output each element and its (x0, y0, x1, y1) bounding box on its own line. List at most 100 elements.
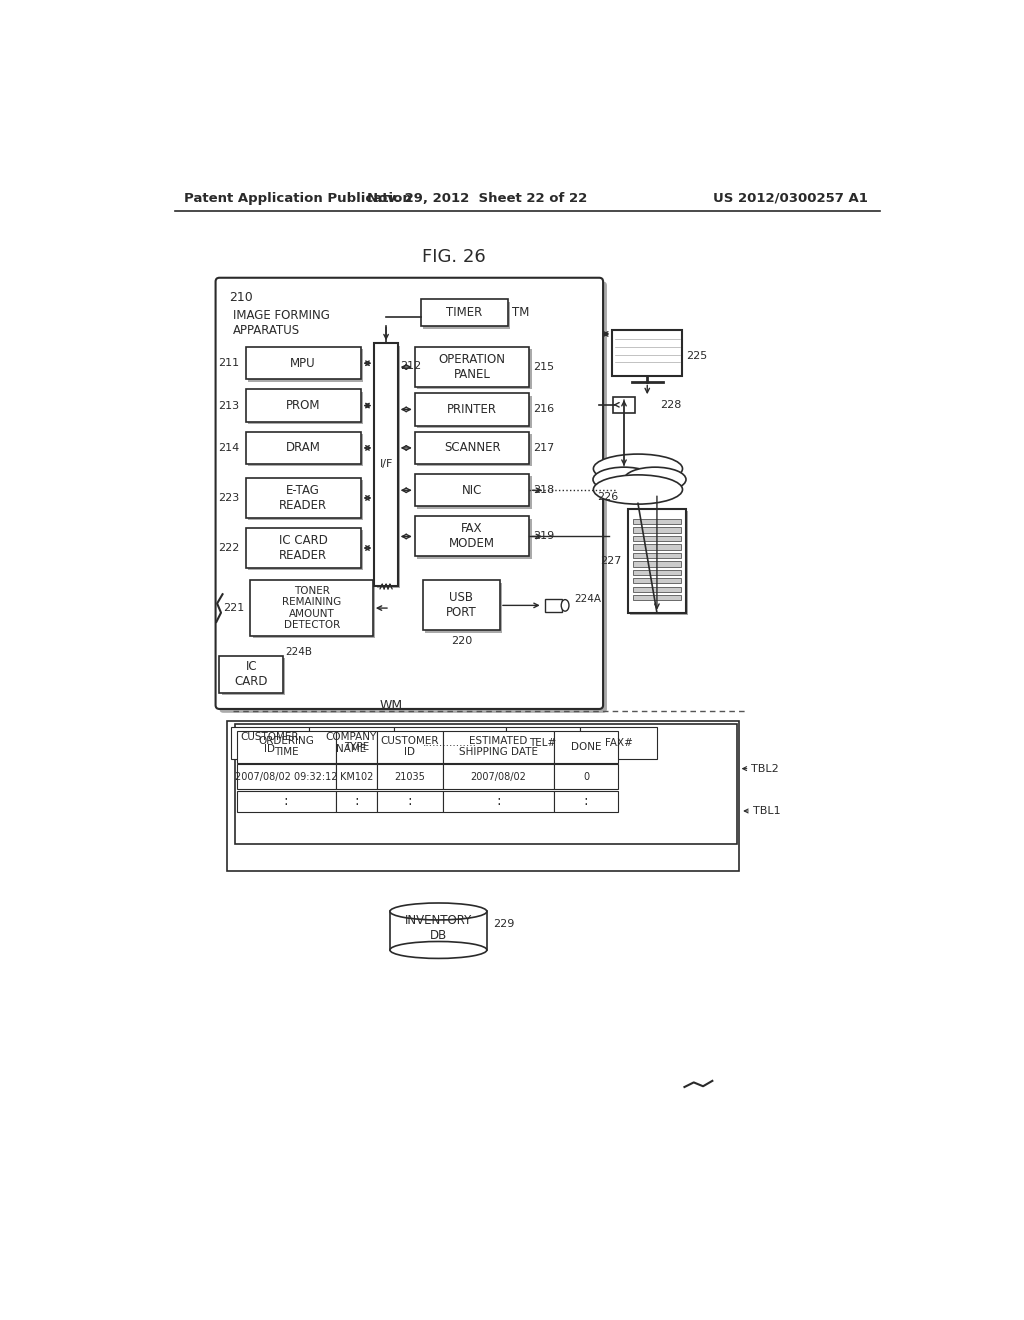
Text: 210: 210 (228, 290, 253, 304)
Text: 214: 214 (218, 444, 240, 453)
Ellipse shape (390, 903, 486, 920)
Bar (415, 393, 529, 425)
Bar (442, 730, 554, 763)
Text: 227: 227 (600, 556, 622, 566)
Bar (222, 659, 286, 696)
Bar (633, 519, 681, 524)
Bar (377, 730, 442, 763)
Bar (554, 791, 617, 812)
Text: FAX
MODEM: FAX MODEM (450, 523, 495, 550)
Bar (442, 764, 554, 789)
Bar (633, 595, 681, 601)
Text: 221: 221 (223, 603, 245, 612)
Text: DRAM: DRAM (286, 441, 321, 454)
Text: 225: 225 (686, 351, 708, 362)
Text: 219: 219 (534, 532, 555, 541)
Bar (308, 726, 394, 759)
Text: TEL#: TEL# (529, 738, 557, 748)
Bar (554, 730, 617, 763)
Bar (633, 570, 681, 576)
Ellipse shape (593, 475, 683, 504)
Bar (417, 519, 531, 558)
Bar (633, 586, 681, 591)
Text: OPERATION
PANEL: OPERATION PANEL (438, 352, 506, 381)
Text: 2007/08/02 09:32:12: 2007/08/02 09:32:12 (234, 772, 337, 781)
Text: :: : (497, 795, 501, 808)
Bar (417, 434, 531, 466)
Text: 213: 213 (218, 400, 240, 411)
Text: 224B: 224B (286, 647, 312, 657)
Bar (633, 536, 681, 541)
Text: CUSTOMER
ID: CUSTOMER ID (241, 733, 299, 754)
Bar (633, 553, 681, 558)
Bar (630, 511, 688, 615)
Text: ................: ................ (423, 738, 477, 748)
Bar (417, 396, 531, 428)
Ellipse shape (561, 599, 569, 611)
Text: TBL1: TBL1 (753, 807, 780, 816)
Ellipse shape (593, 467, 655, 492)
Text: 229: 229 (493, 919, 514, 929)
Bar (628, 508, 686, 612)
Bar (377, 791, 442, 812)
Text: :: : (584, 795, 589, 808)
Bar (336, 730, 377, 763)
Bar (375, 343, 397, 586)
Text: IMAGE FORMING
APPARATUS: IMAGE FORMING APPARATUS (233, 309, 331, 337)
Text: IC
CARD: IC CARD (234, 660, 268, 688)
Bar (421, 300, 508, 326)
Bar (377, 346, 400, 589)
Text: FAX#: FAX# (604, 738, 633, 748)
Bar (633, 527, 681, 533)
Bar (415, 474, 529, 507)
Text: PROM: PROM (286, 399, 321, 412)
Bar (425, 582, 503, 632)
Bar (234, 725, 737, 843)
Text: :: : (284, 795, 289, 808)
Bar (580, 726, 657, 759)
Text: :: : (354, 795, 358, 808)
Text: 222: 222 (218, 543, 240, 553)
Bar (633, 561, 681, 566)
Text: MPU: MPU (291, 356, 316, 370)
Bar (394, 726, 506, 759)
FancyBboxPatch shape (216, 277, 603, 709)
Text: 228: 228 (659, 400, 681, 409)
Bar (417, 350, 531, 389)
Bar (415, 347, 529, 387)
Text: ESTIMATED
SHIPPING DATE: ESTIMATED SHIPPING DATE (459, 735, 538, 758)
Text: CUSTOMER
ID: CUSTOMER ID (381, 735, 439, 758)
Bar (417, 477, 531, 508)
Text: USB
PORT: USB PORT (445, 591, 476, 619)
Text: 224A: 224A (574, 594, 601, 605)
Bar (219, 656, 283, 693)
Bar (545, 599, 562, 611)
Text: 0: 0 (583, 772, 589, 781)
Text: 223: 223 (218, 492, 240, 503)
Text: ORDERING
TIME: ORDERING TIME (258, 735, 314, 758)
Text: Patent Application Publication: Patent Application Publication (183, 191, 412, 205)
Text: 212: 212 (400, 362, 421, 371)
Bar (423, 302, 510, 329)
Bar (390, 911, 486, 950)
Text: TIMER: TIMER (446, 306, 482, 319)
Bar (237, 730, 336, 763)
Text: Nov. 29, 2012  Sheet 22 of 22: Nov. 29, 2012 Sheet 22 of 22 (367, 191, 587, 205)
Bar (415, 432, 529, 465)
Text: TBL2: TBL2 (751, 764, 779, 774)
Text: 216: 216 (534, 404, 554, 414)
Text: 217: 217 (534, 444, 555, 453)
Text: SCANNER: SCANNER (443, 441, 501, 454)
Bar (377, 764, 442, 789)
Bar (246, 478, 360, 517)
Text: IC CARD
READER: IC CARD READER (279, 535, 328, 562)
Text: US 2012/0300257 A1: US 2012/0300257 A1 (714, 191, 868, 205)
Ellipse shape (624, 467, 686, 492)
Text: INVENTORY
DB: INVENTORY DB (404, 913, 472, 941)
Text: 215: 215 (534, 362, 554, 372)
Bar (613, 397, 635, 412)
Bar (336, 764, 377, 789)
Bar (248, 350, 362, 381)
Bar (248, 392, 362, 424)
Bar (227, 721, 738, 871)
